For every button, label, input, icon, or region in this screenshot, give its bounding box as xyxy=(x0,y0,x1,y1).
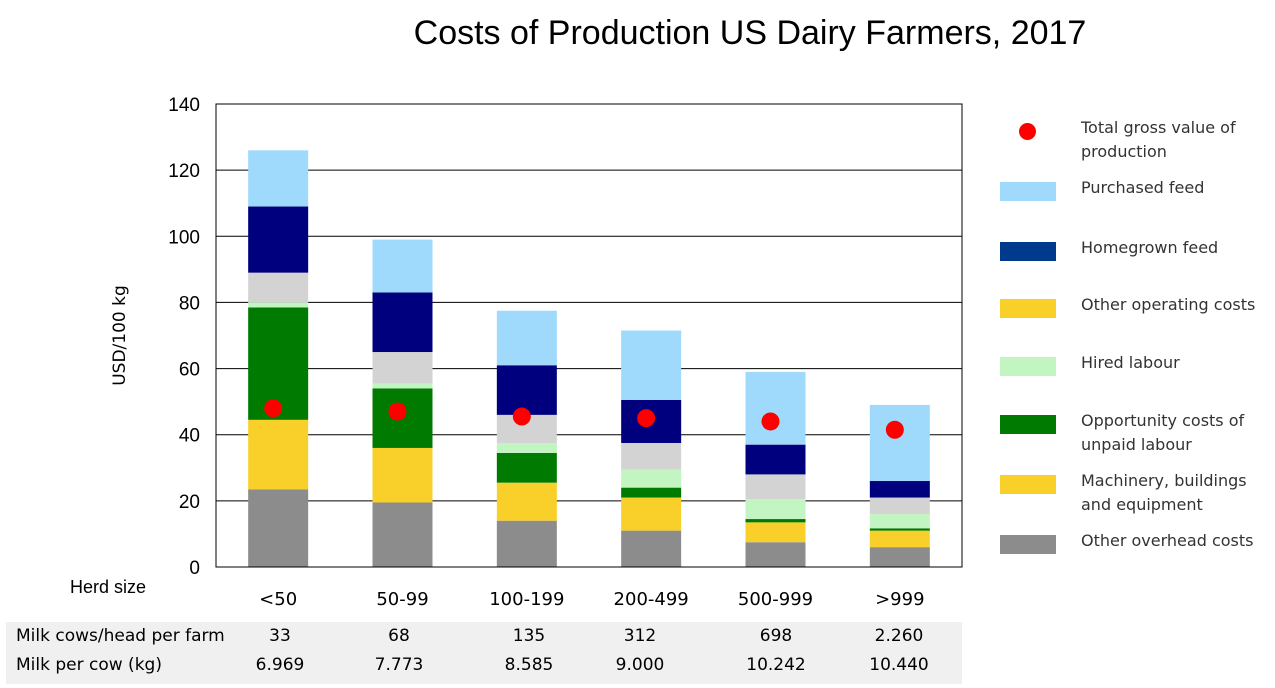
bar-segment xyxy=(248,272,309,303)
bar-segment xyxy=(248,150,309,207)
legend-swatch xyxy=(1000,242,1056,261)
legend-swatch xyxy=(1000,182,1056,201)
x-axis-label: Herd size xyxy=(70,577,147,597)
bar-segment xyxy=(621,497,682,531)
legend-swatch xyxy=(1000,535,1056,554)
y-tick-label: 0 xyxy=(189,558,200,579)
bar-segment xyxy=(869,481,930,498)
legend-swatch xyxy=(1000,415,1056,434)
x-tick-label: 200-499 xyxy=(614,589,689,610)
table-cell: 312 xyxy=(623,626,657,646)
legend-swatch xyxy=(1000,475,1056,494)
bar-segment xyxy=(372,352,433,384)
y-tick-label: 100 xyxy=(168,227,200,248)
bar-segment xyxy=(496,452,557,483)
bar-segment xyxy=(745,519,806,523)
x-tick-label: >999 xyxy=(875,589,924,610)
bar-segment xyxy=(496,365,557,415)
x-tick-label: <50 xyxy=(259,589,297,610)
bar-segment xyxy=(372,447,433,503)
chart-title: Costs of Production US Dairy Farmers, 20… xyxy=(413,14,1087,52)
table-cell: 33 xyxy=(269,626,291,646)
table-cell: 7.773 xyxy=(374,655,424,675)
bar-segment xyxy=(621,469,682,488)
bar-segment xyxy=(621,530,682,567)
bar-segment xyxy=(745,371,806,445)
bar-segment xyxy=(372,292,433,353)
bar-segment xyxy=(496,310,557,366)
x-tick-label: 100-199 xyxy=(489,589,564,610)
table-cell: 68 xyxy=(388,626,410,646)
bar-segment xyxy=(745,474,806,500)
table-row-label: Milk cows/head per farm xyxy=(16,626,225,646)
bar-segment xyxy=(745,522,806,543)
y-axis-label: USD/100 kg xyxy=(110,285,130,386)
legend-marker-dot xyxy=(1019,123,1036,140)
chart-plot: 0 20 40 60 80 100 120 140 <50 50-99 100-199 200-499… xyxy=(110,95,963,610)
x-tick-label: 500-999 xyxy=(738,589,813,610)
legend-label: Homegrown feed xyxy=(1081,238,1219,257)
bar-segment xyxy=(248,489,309,567)
y-tick-label: 40 xyxy=(179,426,200,447)
legend-swatch xyxy=(1000,299,1056,318)
legend-label: Hired labour xyxy=(1081,353,1180,372)
bar-segment xyxy=(621,330,682,400)
legend-label: Purchased feed xyxy=(1081,178,1205,197)
table-row-label: Milk per cow (kg) xyxy=(16,655,162,675)
bar-segment xyxy=(248,206,309,273)
y-tick-label: 80 xyxy=(179,293,200,314)
bar-segment xyxy=(745,499,806,520)
legend-label: Other operating costs xyxy=(1081,295,1256,314)
x-tick-label: 50-99 xyxy=(376,589,428,610)
gross-value-marker xyxy=(388,402,407,421)
bar-segment xyxy=(496,442,557,453)
gross-value-marker xyxy=(512,407,531,426)
gross-value-marker xyxy=(637,409,656,428)
bar-segment xyxy=(496,520,557,567)
bar-segment xyxy=(869,514,930,529)
table-cell: 6.969 xyxy=(255,655,305,675)
y-tick-label: 140 xyxy=(168,95,200,116)
y-tick-label: 120 xyxy=(168,161,200,182)
y-tick-label: 20 xyxy=(179,492,200,513)
bar-segment xyxy=(248,302,309,308)
table-cell: 8.585 xyxy=(504,655,554,675)
bar-segment xyxy=(248,419,309,490)
bar-segment xyxy=(869,528,930,531)
bar-segment xyxy=(869,547,930,567)
bar-segment xyxy=(745,444,806,475)
bar-segment xyxy=(869,530,930,548)
gross-value-marker xyxy=(761,412,780,431)
bar-segment xyxy=(372,383,433,389)
legend-swatch xyxy=(1000,357,1056,376)
table-cell: 9.000 xyxy=(615,655,665,675)
y-tick-label: 60 xyxy=(179,360,200,381)
herd-info-table: Milk cows/head per farm 33 68 135 312 698 2.26… xyxy=(6,622,962,684)
table-cell: 135 xyxy=(512,626,546,646)
legend-label: Machinery, buildings and equipment xyxy=(1081,471,1247,514)
table-cell: 2.260 xyxy=(874,626,924,646)
table-cell: 10.440 xyxy=(869,655,929,675)
bar-segment xyxy=(745,542,806,567)
table-cell: 698 xyxy=(759,626,793,646)
bar-segment xyxy=(869,404,930,482)
table-cell: 10.242 xyxy=(746,655,806,675)
legend-label: Total gross value of production xyxy=(1081,118,1236,161)
bar-segment xyxy=(372,239,433,293)
bar-segment xyxy=(621,487,682,498)
legend-label: Other overhead costs xyxy=(1081,531,1254,550)
plot-frame xyxy=(215,103,963,568)
gross-value-marker xyxy=(264,399,283,418)
bar-segment xyxy=(372,502,433,567)
bar-segment xyxy=(621,442,682,470)
legend-label: Opportunity costs of unpaid labour xyxy=(1081,411,1245,454)
bar-segment xyxy=(496,482,557,521)
gross-value-marker xyxy=(885,420,904,439)
bar-segment xyxy=(869,497,930,515)
